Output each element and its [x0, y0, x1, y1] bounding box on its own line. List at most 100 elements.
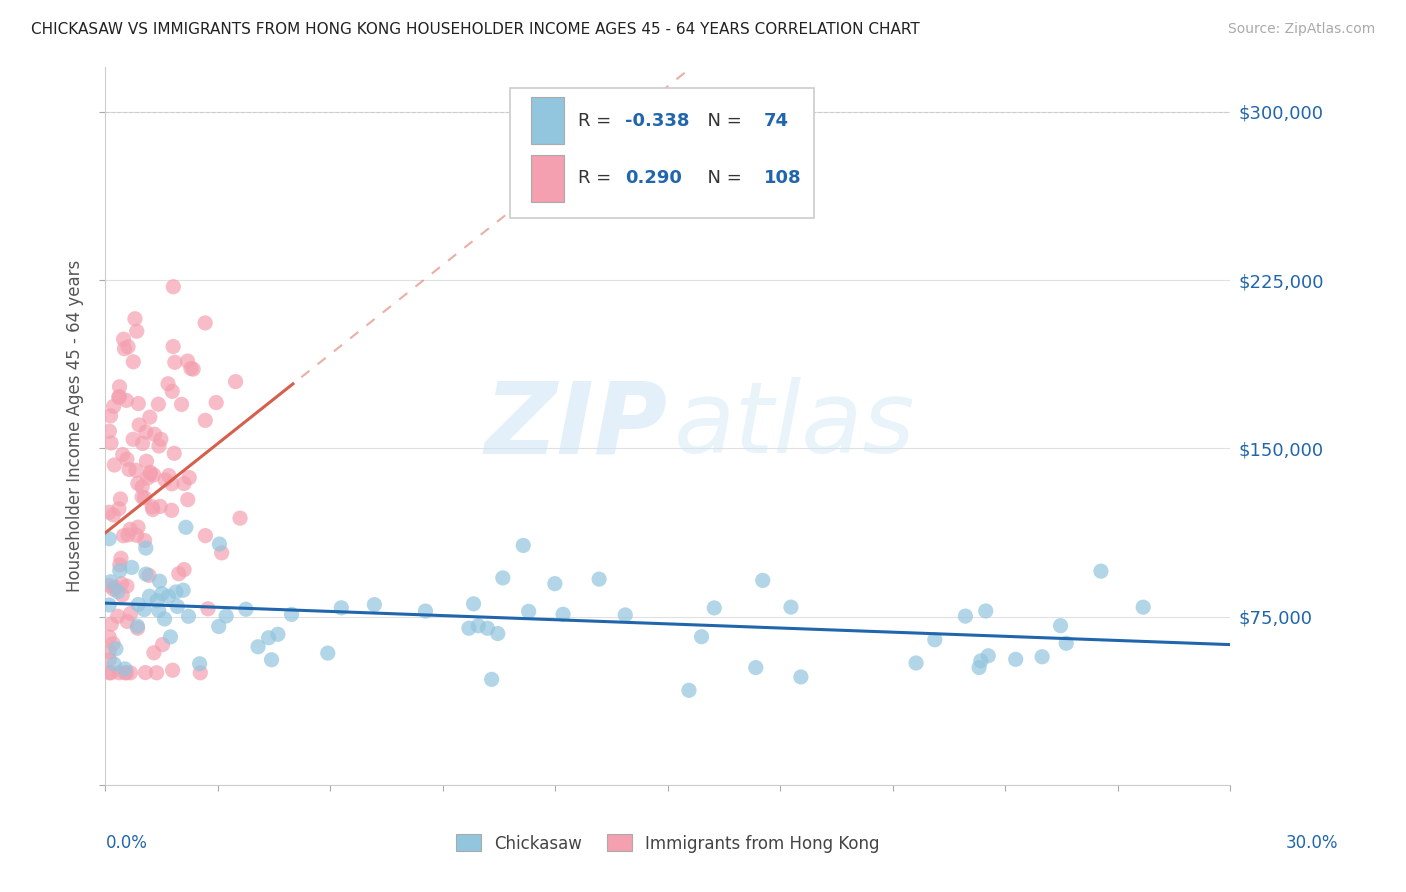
- Point: [103, 582, 125, 597]
- Point: [103, 400, 125, 414]
- Point: [114, 665, 136, 680]
- Point: [267, 627, 290, 641]
- Point: [125, 324, 148, 338]
- Point: [127, 396, 149, 410]
- Point: [104, 581, 127, 595]
- Point: [153, 473, 176, 487]
- Text: 108: 108: [763, 169, 801, 187]
- Point: [703, 601, 725, 615]
- Point: [415, 604, 437, 618]
- Point: [162, 339, 184, 353]
- Point: [134, 665, 156, 680]
- Point: [512, 538, 534, 552]
- Point: [112, 529, 135, 543]
- Point: [157, 376, 180, 391]
- Point: [98, 630, 121, 644]
- Point: [194, 528, 217, 542]
- Point: [477, 621, 499, 635]
- Point: [492, 571, 515, 585]
- Point: [280, 607, 302, 622]
- Point: [98, 598, 121, 612]
- Point: [955, 609, 977, 624]
- Point: [110, 491, 132, 506]
- Point: [115, 393, 138, 408]
- Point: [176, 354, 198, 368]
- Point: [215, 609, 238, 624]
- Point: [188, 665, 211, 680]
- Point: [134, 491, 156, 505]
- Point: [111, 448, 134, 462]
- Point: [166, 599, 188, 614]
- Point: [108, 390, 131, 404]
- Text: atlas: atlas: [673, 377, 915, 475]
- Point: [108, 665, 131, 680]
- Point: [970, 654, 993, 668]
- Point: [163, 446, 186, 460]
- Point: [100, 409, 122, 423]
- Point: [148, 397, 170, 411]
- Point: [257, 631, 280, 645]
- Point: [120, 522, 142, 536]
- Point: [125, 528, 148, 542]
- Point: [235, 602, 257, 616]
- Point: [1049, 618, 1071, 632]
- Point: [142, 646, 165, 660]
- Point: [745, 660, 768, 674]
- Point: [139, 465, 162, 479]
- Point: [152, 638, 174, 652]
- FancyBboxPatch shape: [510, 88, 814, 218]
- Point: [463, 597, 485, 611]
- Point: [1004, 652, 1026, 666]
- Text: 0.290: 0.290: [626, 169, 682, 187]
- Point: [98, 424, 121, 438]
- Point: [177, 492, 200, 507]
- Text: ZIP: ZIP: [485, 377, 668, 475]
- Point: [114, 342, 136, 356]
- Text: 30.0%: 30.0%: [1286, 834, 1339, 852]
- Bar: [530, 97, 564, 145]
- Point: [205, 395, 228, 409]
- Point: [117, 340, 139, 354]
- Point: [127, 598, 149, 612]
- Point: [148, 439, 170, 453]
- Point: [208, 619, 231, 633]
- Point: [1054, 636, 1077, 650]
- Point: [188, 657, 211, 671]
- Point: [208, 537, 231, 551]
- Point: [486, 626, 509, 640]
- Point: [139, 467, 162, 481]
- Point: [181, 362, 204, 376]
- Point: [905, 656, 928, 670]
- Text: Source: ZipAtlas.com: Source: ZipAtlas.com: [1227, 22, 1375, 37]
- Point: [115, 452, 138, 467]
- Point: [145, 665, 167, 680]
- Point: [229, 511, 252, 525]
- Point: [162, 279, 184, 293]
- Legend: Chickasaw, Immigrants from Hong Kong: Chickasaw, Immigrants from Hong Kong: [449, 828, 887, 859]
- Point: [678, 683, 700, 698]
- Point: [260, 653, 283, 667]
- Point: [98, 532, 121, 546]
- Point: [160, 384, 183, 399]
- Point: [170, 397, 193, 411]
- Point: [752, 574, 775, 588]
- Point: [247, 640, 270, 654]
- Point: [103, 508, 125, 522]
- Point: [100, 436, 122, 450]
- Point: [100, 574, 122, 589]
- Point: [108, 564, 131, 578]
- Point: [1090, 564, 1112, 578]
- Point: [98, 653, 121, 667]
- Point: [467, 619, 489, 633]
- Point: [173, 563, 195, 577]
- Text: R =: R =: [578, 112, 617, 129]
- Point: [148, 603, 170, 617]
- Point: [162, 663, 184, 677]
- Point: [146, 593, 169, 607]
- Point: [1132, 600, 1154, 615]
- Point: [163, 355, 186, 369]
- Point: [121, 560, 143, 574]
- Point: [107, 609, 129, 624]
- Point: [108, 501, 131, 516]
- Point: [115, 579, 138, 593]
